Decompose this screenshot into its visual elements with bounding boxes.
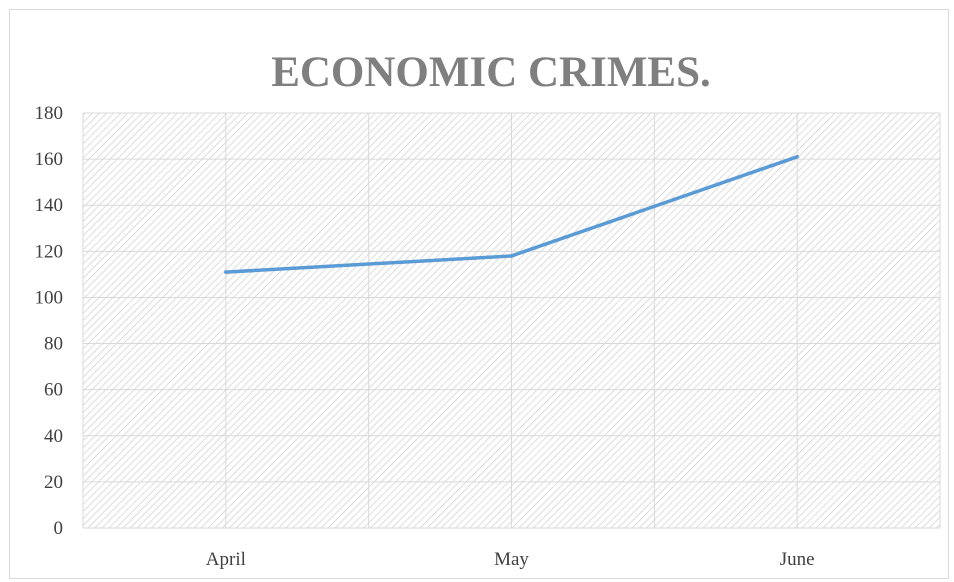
x-tick-label: April xyxy=(206,549,246,570)
data-point xyxy=(509,254,514,258)
y-tick-label: 0 xyxy=(54,518,64,539)
y-tick-label: 100 xyxy=(35,287,64,308)
y-tick-label: 60 xyxy=(44,380,63,401)
data-point xyxy=(224,270,228,274)
y-tick-label: 40 xyxy=(44,426,63,447)
gridlines xyxy=(82,112,941,529)
x-tick-label: May xyxy=(494,549,529,570)
data-point xyxy=(795,155,799,159)
x-tick-label: June xyxy=(780,549,815,570)
y-tick-label: 180 xyxy=(35,103,64,124)
y-tick-label: 140 xyxy=(35,195,64,216)
y-tick-label: 80 xyxy=(44,334,63,355)
chart-title: ECONOMIC CRIMES. xyxy=(271,49,711,96)
y-tick-label: 160 xyxy=(35,149,64,170)
y-axis-ticks: 0 20 40 60 80 100 120 140 160 180 xyxy=(35,103,64,539)
y-tick-label: 20 xyxy=(44,472,63,493)
y-tick-label: 120 xyxy=(35,241,64,262)
series-layer xyxy=(224,155,799,274)
x-axis-ticks: April May June xyxy=(206,549,815,570)
